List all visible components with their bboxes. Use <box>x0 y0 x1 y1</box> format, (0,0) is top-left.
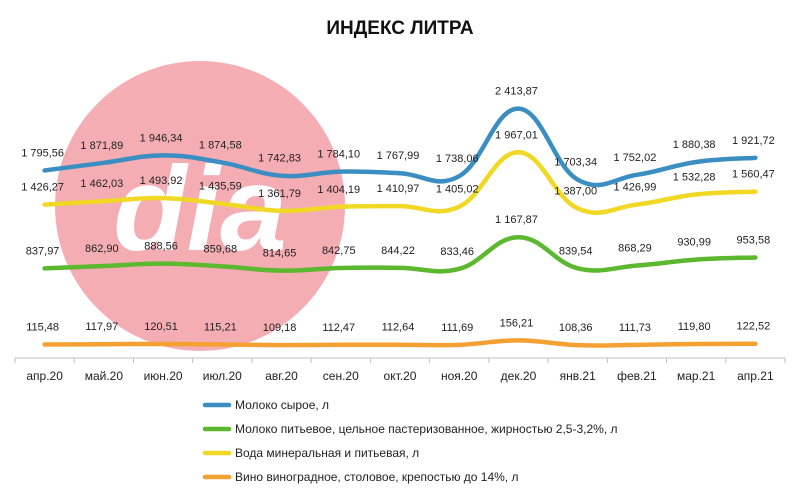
series-line <box>42 338 758 348</box>
data-label: 839,54 <box>559 245 593 257</box>
data-label: 859,68 <box>203 243 237 255</box>
data-label: 1 767,99 <box>377 150 420 162</box>
data-label: 1 167,87 <box>495 214 538 226</box>
series-line <box>42 106 758 188</box>
data-label: 837,97 <box>26 245 60 257</box>
data-label: 1 435,59 <box>199 181 242 193</box>
data-label: 1 921,72 <box>732 135 775 147</box>
data-label: 862,90 <box>85 243 119 255</box>
data-label: 1 738,06 <box>436 153 479 165</box>
data-label: 1 784,10 <box>317 149 360 161</box>
data-label: 1 874,58 <box>199 140 242 152</box>
data-label: 1 405,02 <box>436 184 479 196</box>
data-label: 1 742,83 <box>258 153 301 165</box>
data-label: 1 410,97 <box>377 183 420 195</box>
legend-entry: Вода минеральная и питьевая, л <box>235 446 419 460</box>
data-label: 1 703,34 <box>554 157 597 169</box>
data-label: 930,99 <box>677 237 711 249</box>
data-label: 1 387,00 <box>554 185 597 197</box>
x-tick-label: май.20 <box>85 369 124 383</box>
data-label: 1 532,28 <box>673 171 716 183</box>
x-tick-label: июл.20 <box>203 369 242 383</box>
data-label: 109,18 <box>263 322 297 334</box>
data-label: 1 404,19 <box>317 184 360 196</box>
data-label: 108,36 <box>559 322 593 334</box>
x-tick-label: окт.20 <box>384 369 417 383</box>
data-label: 1 426,99 <box>614 182 657 194</box>
x-tick-label: дек.20 <box>501 369 537 383</box>
data-label: 112,47 <box>322 322 355 334</box>
chart-title: ИНДЕКС ЛИТРА <box>326 18 474 39</box>
series-line <box>42 234 758 274</box>
data-label: 833,46 <box>440 246 474 258</box>
data-label: 112,64 <box>382 322 415 334</box>
data-label: 842,75 <box>322 245 356 257</box>
x-tick-label: авг.20 <box>265 369 298 383</box>
data-label: 1 462,03 <box>80 178 123 190</box>
data-label: 2 413,87 <box>495 86 538 98</box>
watermark-circle <box>55 61 345 351</box>
data-label: 1 795,56 <box>21 147 64 159</box>
x-tick-label: янв.21 <box>560 369 597 383</box>
x-tick-label: апр.21 <box>737 369 774 383</box>
x-tick-label: мар.21 <box>677 369 716 383</box>
data-label: 1 967,01 <box>495 129 538 141</box>
data-label: 888,56 <box>144 241 178 253</box>
data-label: 953,58 <box>737 234 771 246</box>
x-tick-label: сен.20 <box>323 369 359 383</box>
data-label: 1 560,47 <box>732 169 775 181</box>
data-label: 1 361,79 <box>258 188 301 200</box>
x-tick-label: фев.21 <box>617 369 657 383</box>
data-label: 814,65 <box>263 248 297 260</box>
watermark-logo: dia <box>55 61 345 351</box>
data-label: 120,51 <box>144 321 178 333</box>
series-line <box>42 150 758 215</box>
data-label: 1 871,89 <box>80 140 123 152</box>
data-label: 111,69 <box>441 322 473 334</box>
x-tick-label: апр.20 <box>26 369 63 383</box>
x-tick-label: ноя.20 <box>441 369 478 383</box>
data-label: 156,21 <box>500 317 534 329</box>
data-label: 122,52 <box>737 321 771 333</box>
data-label: 115,21 <box>204 321 237 333</box>
legend-entry: Вино виноградное, столовое, крепостью до… <box>235 470 518 484</box>
legend-entry: Молоко питьевое, цельное пастеризованное… <box>235 422 618 436</box>
data-label: 844,22 <box>381 245 415 257</box>
data-label: 119,80 <box>678 321 711 333</box>
data-label: 868,29 <box>618 243 652 255</box>
data-label: 1 946,34 <box>140 132 183 144</box>
data-label: 117,97 <box>85 321 118 333</box>
data-label: 1 880,38 <box>673 139 716 151</box>
data-label: 1 426,27 <box>21 182 64 194</box>
x-tick-label: июн.20 <box>144 369 183 383</box>
data-label: 1 493,92 <box>140 175 183 187</box>
data-label: 115,48 <box>26 321 59 333</box>
data-label: 111,73 <box>619 322 651 334</box>
data-label: 1 752,02 <box>614 152 657 164</box>
legend-entry: Молоко сырое, л <box>235 398 329 412</box>
